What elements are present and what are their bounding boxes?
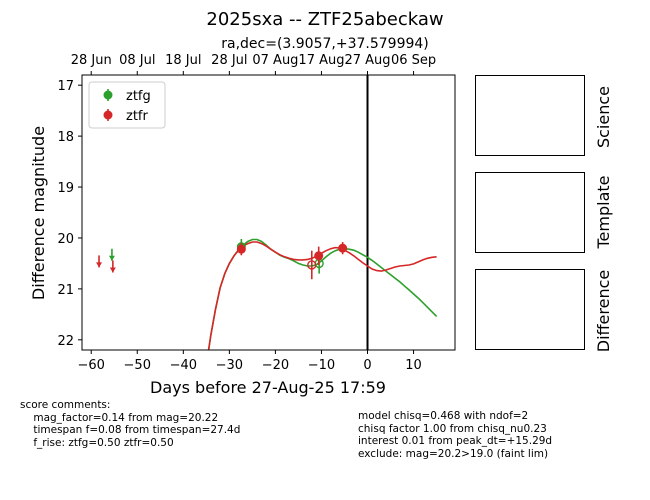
legend-label: ztfg bbox=[126, 89, 151, 104]
data-point-ztfr bbox=[236, 244, 246, 254]
data-point-open-ztfr bbox=[307, 260, 317, 270]
comment-line: timespan f=0.08 from timespan=27.4d bbox=[20, 424, 241, 436]
legend: ztfg ztfr bbox=[88, 81, 166, 129]
plot-frame bbox=[81, 74, 456, 351]
top-axis-tick-label: 07 Aug bbox=[252, 53, 298, 68]
difference-panel-label: Difference bbox=[594, 270, 613, 352]
model-comments: model chisq=0.468 with ndof=2 chisq fact… bbox=[358, 410, 552, 460]
x-tick-label: 10 bbox=[405, 358, 422, 373]
top-axis-tick-label: 28 Jun bbox=[71, 53, 112, 68]
x-tick-label: −20 bbox=[262, 358, 289, 373]
top-axis-tick-label: 28 Jul bbox=[211, 53, 247, 68]
upper-limit-arrow-ztfg bbox=[108, 255, 115, 261]
x-tick-label: −50 bbox=[124, 358, 151, 373]
upper-limit-arrow-ztfr bbox=[96, 262, 103, 268]
comment-line: model chisq=0.468 with ndof=2 bbox=[358, 410, 529, 422]
template-panel-label: Template bbox=[594, 175, 613, 249]
chart-subtitle: ra,dec=(3.9057,+37.579994) bbox=[221, 36, 429, 52]
x-tick-label: −60 bbox=[77, 358, 104, 373]
legend-marker bbox=[103, 110, 113, 120]
science-panel-label: Science bbox=[594, 86, 613, 148]
model-curve-ztfr bbox=[207, 241, 437, 350]
top-axis-tick-label: 27 Aug bbox=[344, 53, 390, 68]
comment-line: f_rise: ztfg=0.50 ztfr=0.50 bbox=[20, 436, 174, 449]
top-axis-tick-label: 08 Jul bbox=[119, 53, 155, 68]
science-panel bbox=[475, 75, 585, 156]
comment-line: mag_factor=0.14 from mag=20.22 bbox=[20, 411, 219, 424]
plot-area: −60 −50 −40 −30 −20 −10 0 10 28 Jun 08 Jul 18 Jul 2… bbox=[57, 53, 456, 373]
upper-limit-arrow-ztfr bbox=[109, 267, 116, 273]
y-tick-label: 17 bbox=[57, 79, 74, 94]
top-axis-tick-label: 18 Jul bbox=[165, 53, 201, 68]
x-axis-label: Days before 27-Aug-25 17:59 bbox=[150, 378, 386, 397]
score-comments: score comments: mag_factor=0.14 from mag… bbox=[20, 399, 240, 449]
data-point-ztfr bbox=[314, 251, 324, 261]
y-tick-label: 22 bbox=[57, 334, 74, 349]
template-panel bbox=[475, 172, 585, 253]
x-tick-label: −30 bbox=[216, 358, 243, 373]
x-tick-label: −10 bbox=[308, 358, 335, 373]
y-tick-label: 18 bbox=[57, 130, 74, 145]
y-tick-label: 21 bbox=[57, 283, 74, 298]
x-tick-label: 0 bbox=[363, 358, 371, 373]
chart-title: 2025sxa -- ZTF25abeckaw bbox=[206, 9, 443, 30]
y-tick-label: 20 bbox=[57, 232, 74, 247]
top-axis-tick-label: 17 Aug bbox=[298, 53, 344, 68]
y-tick-label: 19 bbox=[57, 181, 74, 196]
legend-label: ztfr bbox=[126, 109, 148, 124]
y-axis-label: Difference magnitude bbox=[29, 126, 48, 300]
legend-marker bbox=[103, 90, 113, 100]
comment-line: score comments: bbox=[20, 399, 111, 411]
data-point-ztfr bbox=[338, 243, 348, 253]
difference-panel bbox=[475, 269, 585, 350]
x-tick-label: −40 bbox=[170, 358, 197, 373]
comment-line: interest 0.01 from peak_dt=+15.29d bbox=[358, 435, 553, 447]
comment-line: chisq factor 1.00 from chisq_nu0.23 bbox=[358, 422, 547, 435]
top-axis-tick-label: 06 Sep bbox=[391, 53, 436, 68]
comment-line: exclude: mag=20.2>19.0 (faint lim) bbox=[358, 447, 549, 460]
